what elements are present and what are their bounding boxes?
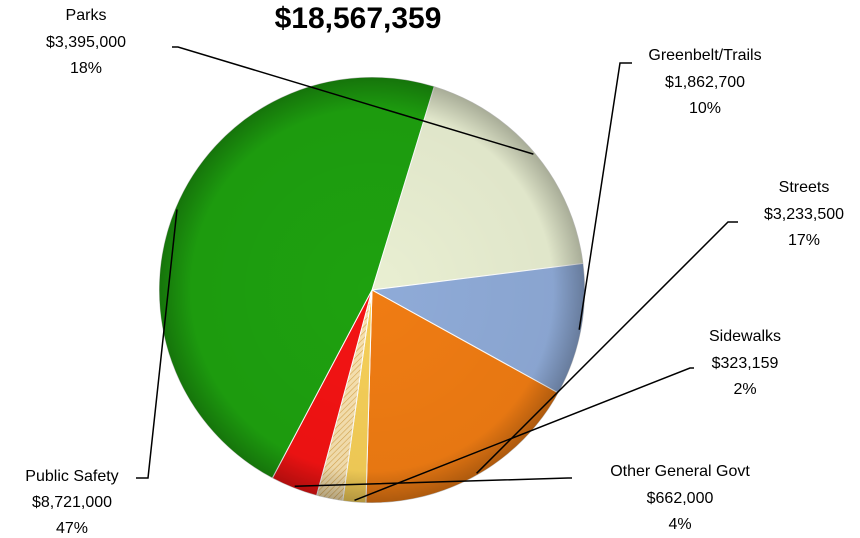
label-other-name: Other General Govt	[610, 463, 750, 480]
label-public-safety: Public Safety $8,721,000 47%	[25, 468, 118, 537]
label-sidewalks-amount: $323,159	[712, 355, 779, 372]
label-sidewalks-name: Sidewalks	[709, 328, 781, 345]
label-public-safety-name: Public Safety	[25, 468, 118, 485]
label-streets: Streets $3,233,500 17%	[764, 179, 844, 249]
label-sidewalks: Sidewalks $323,159 2%	[709, 328, 781, 398]
leader-line	[578, 62, 632, 330]
label-greenbelt-name: Greenbelt/Trails	[648, 47, 761, 64]
label-public-safety-percent: 47%	[56, 520, 88, 537]
leader-line	[476, 221, 738, 474]
leader-line	[172, 46, 534, 155]
label-greenbelt-percent: 10%	[689, 100, 721, 117]
leader-lines	[136, 46, 738, 501]
label-other-amount: $662,000	[647, 490, 714, 507]
label-streets-name: Streets	[779, 179, 830, 196]
label-greenbelt-amount: $1,862,700	[665, 74, 745, 91]
label-sidewalks-percent: 2%	[733, 381, 756, 398]
pie-slices	[158, 76, 586, 504]
leader-line	[136, 209, 178, 479]
label-other-general-govt: Other General Govt $662,000 4%	[610, 463, 750, 533]
label-streets-percent: 17%	[788, 232, 820, 249]
label-parks-name: Parks	[66, 7, 107, 24]
label-parks: Parks $3,395,000 18%	[46, 7, 126, 77]
leader-line	[354, 367, 694, 501]
label-greenbelt: Greenbelt/Trails $1,862,700 10%	[648, 47, 761, 117]
chart-title: $18,567,359	[275, 2, 442, 35]
label-parks-percent: 18%	[70, 60, 102, 77]
leader-line	[294, 477, 572, 488]
label-other-percent: 4%	[668, 516, 691, 533]
label-public-safety-amount: $8,721,000	[32, 494, 112, 511]
label-parks-amount: $3,395,000	[46, 34, 126, 51]
label-streets-amount: $3,233,500	[764, 206, 844, 223]
